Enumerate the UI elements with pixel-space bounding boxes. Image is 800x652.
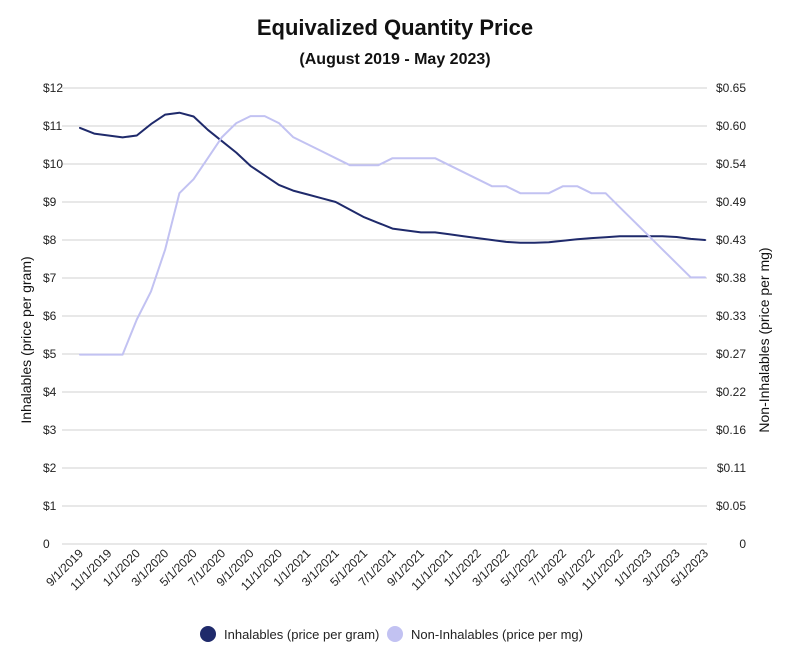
x-axis-ticks: 9/1/201911/1/20191/1/20203/1/20205/1/202… (43, 546, 711, 593)
left-tick-label: 0 (43, 537, 50, 551)
legend-marker-non-inhalables[interactable] (387, 626, 403, 642)
chart-title: Equivalized Quantity Price (257, 15, 533, 40)
left-tick-label: $5 (43, 347, 57, 361)
left-tick-label: $3 (43, 423, 57, 437)
left-axis-ticks: 0 $1 $2 $3 $4 $5 $6 $7 $8 $9 $10 $11 $12 (43, 81, 63, 551)
right-tick-label: $0.33 (716, 309, 746, 323)
right-axis-title: Non-Inhalables (price per mg) (756, 247, 772, 432)
right-tick-label: $0.38 (716, 271, 746, 285)
chart-subtitle: (August 2019 - May 2023) (299, 51, 490, 68)
right-tick-label: $0.43 (716, 233, 746, 247)
left-tick-label: $10 (43, 157, 63, 171)
right-tick-label: $0.65 (716, 81, 746, 95)
right-tick-label: $0.22 (716, 385, 746, 399)
right-tick-label: $0.60 (716, 119, 746, 133)
left-axis-title: Inhalables (price per gram) (18, 256, 34, 423)
gridlines (62, 87, 707, 545)
right-tick-label: 0 (739, 537, 746, 551)
left-tick-label: $11 (43, 119, 62, 133)
left-tick-label: $1 (43, 499, 57, 513)
right-tick-label: $0.54 (716, 157, 746, 171)
right-axis-ticks: 0 $0.05 $0.11 $0.16 $0.22 $0.27 $0.33 $0.38 $0.4… (716, 81, 746, 551)
left-tick-label: $7 (43, 271, 57, 285)
left-tick-label: $9 (43, 195, 57, 209)
series-layer (79, 111, 706, 356)
legend-label-non-inhalables[interactable]: Non-Inhalables (price per mg) (411, 627, 583, 642)
legend-marker-inhalables[interactable] (200, 626, 216, 642)
series-line-inhalables[interactable] (79, 111, 706, 244)
left-tick-label: $12 (43, 81, 63, 95)
left-tick-label: $6 (43, 309, 57, 323)
left-tick-label: $2 (43, 461, 57, 475)
legend-label-inhalables[interactable]: Inhalables (price per gram) (224, 627, 379, 642)
right-tick-label: $0.05 (716, 499, 746, 513)
right-tick-label: $0.27 (716, 347, 746, 361)
right-tick-label: $0.16 (716, 423, 746, 437)
right-tick-label: $0.49 (716, 195, 746, 209)
legend: Inhalables (price per gram) Non-Inhalabl… (200, 626, 583, 642)
right-tick-label: $0.11 (717, 461, 746, 475)
left-tick-label: $4 (43, 385, 57, 399)
left-tick-label: $8 (43, 233, 57, 247)
series-line-non-inhalables[interactable] (79, 115, 706, 356)
